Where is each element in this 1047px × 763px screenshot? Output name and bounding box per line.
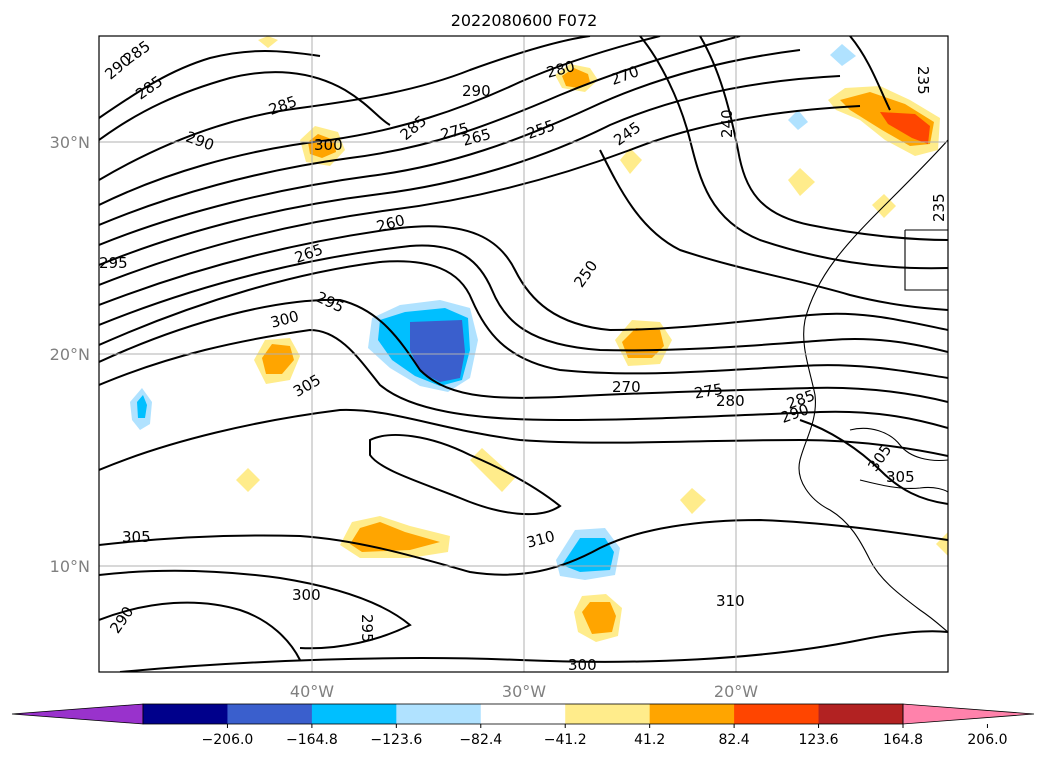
colorbar-extend-low bbox=[11, 703, 144, 725]
contour-label: 290 bbox=[462, 82, 491, 100]
map-title: 2022080600 F072 bbox=[451, 11, 598, 30]
contour-label: 310 bbox=[716, 592, 745, 610]
shade-orange-small-7 bbox=[936, 532, 948, 556]
lat-tick-label: 30°N bbox=[50, 133, 90, 152]
contour-label: 305 bbox=[290, 371, 324, 401]
contour-label: 300 bbox=[568, 656, 597, 674]
lon-tick-labels: 40°W 30°W 20°W bbox=[290, 682, 758, 701]
lon-tick-label: 30°W bbox=[502, 682, 546, 701]
shade-orange-small-3 bbox=[236, 468, 260, 492]
colorbar-segment bbox=[396, 704, 482, 724]
shade-blue-small-1 bbox=[830, 44, 856, 66]
shade-orange-top-core bbox=[562, 68, 590, 88]
colorbar-tick-label: 41.2 bbox=[634, 732, 665, 748]
colorbar-tick-label: 164.8 bbox=[883, 732, 923, 748]
lat-tick-label: 20°N bbox=[50, 345, 90, 364]
shade-orange-small-5 bbox=[788, 168, 815, 196]
shade-orange-south-core bbox=[582, 602, 616, 634]
contour-label: 290 bbox=[106, 603, 137, 637]
contour-label: 295 bbox=[99, 254, 128, 272]
colorbar-tick-label: −82.4 bbox=[459, 732, 502, 748]
contour-label: 305 bbox=[886, 468, 915, 486]
contour-label: 295 bbox=[313, 288, 347, 316]
colorbar: −206.0 −164.8 −123.6 −82.4 −41.2 41.2 82.4 123.… bbox=[11, 703, 1035, 748]
contour-label: 235 bbox=[914, 66, 932, 95]
gridlines bbox=[99, 36, 948, 672]
colorbar-segment bbox=[480, 704, 566, 724]
lon-tick-label: 20°W bbox=[714, 682, 758, 701]
shade-blue-dark-center bbox=[410, 320, 465, 382]
lon-tick-label: 40°W bbox=[290, 682, 334, 701]
contour-label: 300 bbox=[292, 586, 321, 604]
map-panel: 290 285 285 285 290 300 285 290 280 270 … bbox=[98, 35, 949, 674]
contour-label: 285 bbox=[397, 112, 431, 144]
colorbar-segment bbox=[818, 704, 904, 724]
contour-label: 255 bbox=[524, 116, 557, 143]
shade-orange-small-8 bbox=[258, 36, 278, 48]
shade-blue-left-core bbox=[137, 395, 147, 418]
lat-tick-labels: 30°N 20°N 10°N bbox=[50, 133, 90, 576]
shade-red-ne-core bbox=[880, 112, 930, 144]
contour-label: 285 bbox=[132, 72, 166, 103]
contour-lines bbox=[99, 36, 948, 672]
colorbar-segments bbox=[11, 703, 1035, 725]
colorbar-outline bbox=[142, 703, 904, 725]
contour-label: 295 bbox=[358, 614, 376, 643]
coastline bbox=[798, 139, 948, 633]
lat-tick-label: 10°N bbox=[50, 557, 90, 576]
contour-label: 310 bbox=[524, 527, 556, 552]
contour-label: 305 bbox=[122, 528, 151, 546]
colorbar-segment bbox=[649, 704, 735, 724]
shade-orange-small-4 bbox=[680, 488, 706, 514]
shade-blue-small-2 bbox=[788, 110, 808, 130]
contour-label: 290 bbox=[183, 128, 216, 155]
shade-orange-small-2 bbox=[470, 448, 515, 492]
colorbar-tick-label: 206.0 bbox=[967, 732, 1007, 748]
shade-orange-south-left-core bbox=[350, 522, 440, 552]
contour-label: 300 bbox=[268, 307, 300, 332]
contour-label: 275 bbox=[693, 380, 724, 403]
colorbar-segment bbox=[311, 704, 397, 724]
contour-label: 260 bbox=[374, 211, 406, 236]
contour-label: 270 bbox=[612, 378, 641, 396]
contour-label: 250 bbox=[570, 257, 601, 291]
colorbar-segment bbox=[565, 704, 651, 724]
shade-orange-west-core bbox=[262, 344, 294, 374]
colorbar-tick-label: −206.0 bbox=[202, 732, 254, 748]
colorbar-tick-label: −164.8 bbox=[286, 732, 338, 748]
map-frame bbox=[98, 35, 949, 673]
contour-label: 265 bbox=[292, 240, 325, 267]
colorbar-tick-label: 123.6 bbox=[799, 732, 839, 748]
contour-label: 300 bbox=[314, 136, 343, 154]
colorbar-tick-label: 82.4 bbox=[719, 732, 750, 748]
colorbar-tick-label: −41.2 bbox=[544, 732, 587, 748]
colorbar-segment bbox=[734, 704, 820, 724]
contour-label: 285 bbox=[266, 92, 299, 119]
colorbar-extend-high bbox=[902, 703, 1035, 725]
contour-label: 280 bbox=[716, 392, 745, 410]
colorbar-ticks: −206.0 −164.8 −123.6 −82.4 −41.2 41.2 82.4 123.… bbox=[202, 724, 1007, 748]
contour-label: 270 bbox=[608, 62, 641, 89]
contour-label: 235 bbox=[930, 193, 948, 222]
colorbar-tick-label: −123.6 bbox=[370, 732, 422, 748]
shaded-regions bbox=[130, 36, 948, 642]
colorbar-segment bbox=[143, 704, 228, 724]
colorbar-segment bbox=[227, 704, 313, 724]
shade-orange-small-1 bbox=[620, 148, 642, 174]
contour-label: 240 bbox=[718, 109, 736, 138]
